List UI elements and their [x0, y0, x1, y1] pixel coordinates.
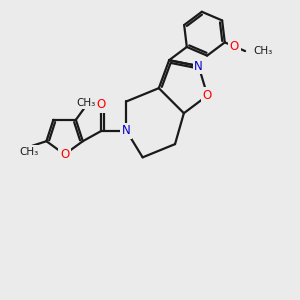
Text: O: O [230, 40, 239, 53]
Text: CH₃: CH₃ [76, 98, 96, 108]
Text: N: N [194, 60, 203, 73]
Text: O: O [60, 148, 69, 161]
Text: O: O [203, 89, 212, 102]
Text: CH₃: CH₃ [20, 147, 39, 157]
Text: O: O [97, 98, 106, 111]
Text: CH₃: CH₃ [253, 46, 273, 56]
Text: N: N [122, 124, 131, 137]
